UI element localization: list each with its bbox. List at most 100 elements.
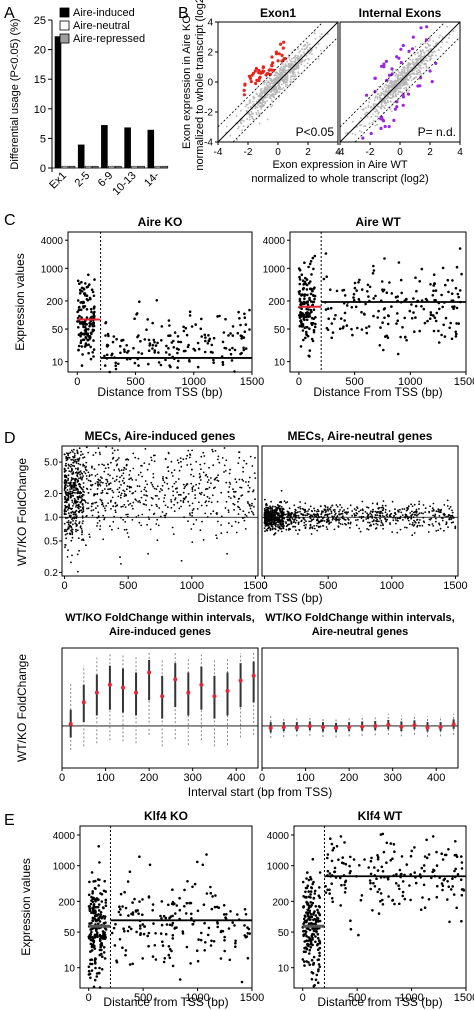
- b-point: [283, 69, 286, 72]
- d-point: [336, 515, 339, 517]
- c-point: [448, 326, 452, 330]
- d-point: [201, 520, 203, 523]
- d-point: [286, 510, 289, 513]
- d-point: [118, 486, 121, 489]
- b-highlight-point: [381, 119, 386, 123]
- d-point: [76, 501, 78, 504]
- d-point: [165, 477, 168, 480]
- e-point: [146, 934, 149, 938]
- c-point: [426, 319, 429, 323]
- b-point: [384, 100, 386, 103]
- d-point: [170, 506, 173, 509]
- b-point: [274, 71, 277, 74]
- b-x-tick-label: 2: [305, 147, 311, 158]
- d-point: [341, 510, 344, 513]
- c-point: [335, 289, 339, 293]
- d-point: [376, 520, 379, 523]
- d-point: [141, 475, 144, 478]
- c-point: [151, 343, 155, 347]
- d-point: [223, 464, 226, 467]
- d-point: [266, 529, 269, 532]
- d-point: [306, 514, 309, 517]
- c-point: [437, 341, 441, 344]
- b-point: [276, 72, 279, 74]
- d-point: [206, 488, 209, 490]
- c-point: [85, 294, 89, 298]
- d-point: [185, 495, 188, 498]
- b-point: [413, 69, 415, 72]
- e-point: [189, 962, 192, 965]
- d-point: [76, 474, 78, 477]
- b-point: [374, 103, 377, 105]
- d-point: [182, 458, 185, 461]
- d-point: [293, 513, 295, 516]
- c-point: [84, 323, 87, 326]
- d-point: [401, 508, 404, 510]
- b-highlight-point: [369, 131, 373, 136]
- c-point: [84, 336, 87, 339]
- d-point: [185, 484, 188, 487]
- e-point: [162, 960, 166, 964]
- d-point: [126, 485, 129, 488]
- c-point: [457, 295, 461, 299]
- b-point: [393, 82, 396, 84]
- b-point: [248, 118, 251, 121]
- d-point: [299, 506, 301, 508]
- b-highlight-point: [390, 67, 394, 71]
- d-point: [101, 477, 103, 479]
- d-point: [186, 454, 189, 457]
- e-point: [199, 938, 203, 942]
- d-point: [320, 505, 322, 507]
- b-highlight-point: [270, 68, 274, 72]
- e-point: [162, 914, 166, 918]
- e-point: [206, 933, 210, 937]
- c-point: [333, 317, 336, 321]
- c-point: [302, 286, 306, 290]
- b-point: [266, 94, 268, 97]
- e-point: [185, 901, 189, 905]
- d-point: [152, 476, 155, 479]
- b-point: [284, 66, 287, 69]
- e-point: [217, 906, 221, 909]
- b-point: [272, 89, 275, 91]
- c-point: [190, 325, 194, 328]
- e-point: [141, 898, 144, 901]
- e-point: [210, 907, 214, 911]
- d-point: [182, 491, 185, 494]
- d-point: [192, 485, 195, 488]
- b-point: [431, 51, 433, 54]
- b-point: [303, 64, 306, 67]
- c-point: [308, 315, 312, 318]
- e-point: [93, 936, 97, 939]
- d-point: [434, 513, 437, 516]
- b-highlight-point: [242, 88, 246, 92]
- b-point: [237, 127, 240, 130]
- d-point: [80, 495, 83, 497]
- b-highlight-point: [253, 69, 257, 73]
- c-point: [338, 327, 342, 331]
- b-point: [429, 44, 432, 47]
- d-point: [79, 477, 82, 480]
- d-point: [239, 486, 242, 489]
- d-point: [188, 512, 191, 515]
- e-point: [104, 921, 107, 924]
- e-point: [114, 922, 117, 926]
- e-point: [89, 902, 93, 906]
- d-point: [370, 513, 373, 516]
- d-point: [376, 524, 379, 526]
- d-point: [176, 501, 179, 504]
- e-point: [183, 888, 186, 892]
- d-point: [163, 481, 166, 484]
- c-point: [160, 325, 164, 328]
- b-highlight-point: [242, 93, 246, 97]
- e-point: [127, 914, 130, 917]
- b-point: [425, 65, 428, 68]
- d-point: [280, 510, 283, 513]
- d-point: [207, 479, 210, 481]
- e-point: [91, 943, 95, 946]
- b-point: [277, 73, 280, 76]
- d-point: [280, 513, 283, 516]
- c-point: [420, 267, 424, 271]
- d-y-tick-label: 1.0: [44, 513, 58, 524]
- b-x-tick-label: 4: [457, 147, 463, 158]
